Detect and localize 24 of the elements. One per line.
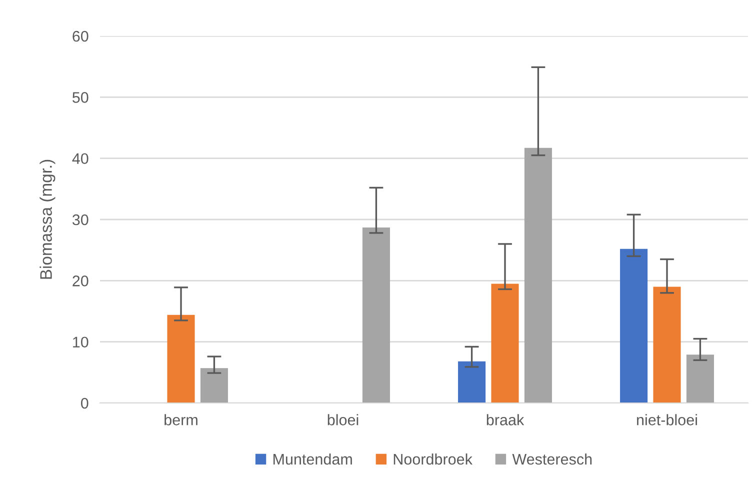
- bar: [362, 227, 390, 403]
- bar: [200, 368, 228, 403]
- bar: [167, 314, 195, 403]
- y-tick-label: 20: [72, 276, 88, 286]
- bar: [686, 354, 714, 403]
- y-axis-title: Biomassa (mgr.): [40, 160, 56, 279]
- x-tick-label: bloei: [328, 414, 358, 426]
- y-tick-label: 50: [72, 92, 88, 103]
- bar: [620, 248, 648, 403]
- x-tick-label: niet-bloei: [637, 414, 697, 426]
- x-tick-label: berm: [164, 414, 198, 426]
- y-tick-label: 30: [72, 214, 88, 226]
- bar: [653, 286, 681, 403]
- bar: [524, 148, 552, 403]
- bar: [458, 361, 486, 403]
- y-tick-label: 10: [73, 336, 88, 348]
- y-tick-label: 60: [72, 30, 88, 42]
- y-tick-label: 0: [80, 398, 88, 409]
- legend-label: Westeresch: [512, 453, 592, 465]
- legend-label: Muntendam: [273, 453, 352, 465]
- bar: [491, 284, 519, 403]
- y-tick-label: 40: [72, 153, 88, 164]
- legend-label: Noordbroek: [394, 453, 472, 465]
- x-tick-label: braak: [486, 414, 524, 426]
